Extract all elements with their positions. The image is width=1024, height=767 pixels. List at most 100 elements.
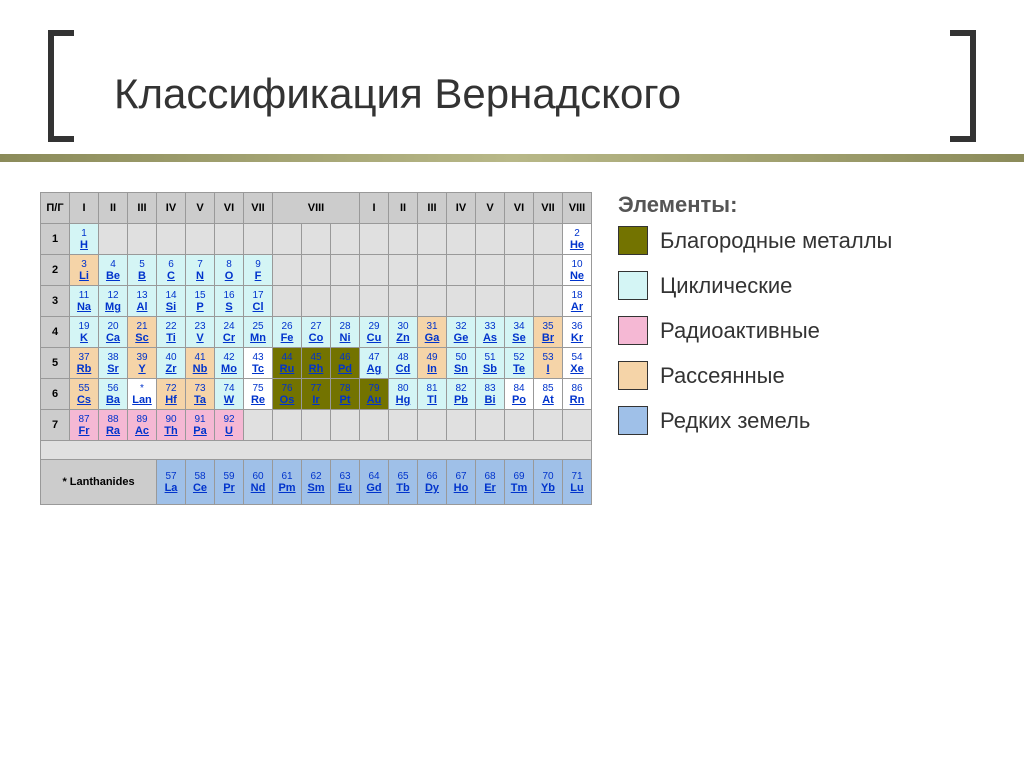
element-symbol[interactable]: Nd: [245, 482, 271, 494]
element-symbol[interactable]: La: [158, 482, 184, 494]
element-symbol[interactable]: Rb: [71, 363, 97, 375]
element-cell: 56Ba: [99, 379, 128, 410]
element-symbol[interactable]: Ra: [100, 425, 126, 437]
empty-cell: [331, 255, 360, 286]
element-symbol[interactable]: Ta: [187, 394, 213, 406]
element-symbol[interactable]: Mn: [245, 332, 271, 344]
element-symbol[interactable]: V: [187, 332, 213, 344]
element-symbol[interactable]: Po: [506, 394, 532, 406]
element-symbol[interactable]: Li: [71, 270, 97, 282]
element-symbol[interactable]: Lan: [129, 394, 155, 406]
element-symbol[interactable]: Tc: [245, 363, 271, 375]
element-symbol[interactable]: Si: [158, 301, 184, 313]
element-symbol[interactable]: Pa: [187, 425, 213, 437]
element-symbol[interactable]: Dy: [419, 482, 445, 494]
element-symbol[interactable]: Cd: [390, 363, 416, 375]
element-symbol[interactable]: B: [129, 270, 155, 282]
element-symbol[interactable]: Ho: [448, 482, 474, 494]
element-symbol[interactable]: I: [535, 363, 561, 375]
element-symbol[interactable]: Mo: [216, 363, 242, 375]
element-symbol[interactable]: U: [216, 425, 242, 437]
element-symbol[interactable]: Kr: [564, 332, 590, 344]
element-symbol[interactable]: Ce: [187, 482, 213, 494]
element-symbol[interactable]: Ga: [419, 332, 445, 344]
element-symbol[interactable]: H: [71, 239, 97, 251]
element-symbol[interactable]: Os: [274, 394, 300, 406]
element-symbol[interactable]: Eu: [332, 482, 358, 494]
element-symbol[interactable]: Ac: [129, 425, 155, 437]
element-symbol[interactable]: Pr: [216, 482, 242, 494]
element-symbol[interactable]: Ti: [158, 332, 184, 344]
element-symbol[interactable]: Rn: [564, 394, 590, 406]
element-symbol[interactable]: Y: [129, 363, 155, 375]
element-symbol[interactable]: Yb: [535, 482, 561, 494]
element-symbol[interactable]: Zn: [390, 332, 416, 344]
element-symbol[interactable]: Ir: [303, 394, 329, 406]
element-symbol[interactable]: Er: [477, 482, 503, 494]
element-symbol[interactable]: N: [187, 270, 213, 282]
element-symbol[interactable]: Na: [71, 301, 97, 313]
element-symbol[interactable]: Xe: [564, 363, 590, 375]
element-symbol[interactable]: K: [71, 332, 97, 344]
element-symbol[interactable]: Fr: [71, 425, 97, 437]
element-symbol[interactable]: O: [216, 270, 242, 282]
element-symbol[interactable]: Te: [506, 363, 532, 375]
element-symbol[interactable]: Ar: [564, 301, 590, 313]
element-symbol[interactable]: P: [187, 301, 213, 313]
element-symbol[interactable]: Ba: [100, 394, 126, 406]
element-symbol[interactable]: Br: [535, 332, 561, 344]
element-cell: 11Na: [70, 286, 99, 317]
element-symbol[interactable]: Ge: [448, 332, 474, 344]
element-cell: 15P: [186, 286, 215, 317]
element-number: 3: [81, 259, 87, 270]
element-symbol[interactable]: Rh: [303, 363, 329, 375]
element-symbol[interactable]: Be: [100, 270, 126, 282]
element-symbol[interactable]: Th: [158, 425, 184, 437]
element-symbol[interactable]: Tl: [419, 394, 445, 406]
element-symbol[interactable]: Nb: [187, 363, 213, 375]
element-symbol[interactable]: Ru: [274, 363, 300, 375]
element-symbol[interactable]: Au: [361, 394, 387, 406]
element-symbol[interactable]: Co: [303, 332, 329, 344]
element-symbol[interactable]: Fe: [274, 332, 300, 344]
element-symbol[interactable]: Tm: [506, 482, 532, 494]
element-symbol[interactable]: F: [245, 270, 271, 282]
element-symbol[interactable]: Tb: [390, 482, 416, 494]
element-symbol[interactable]: W: [216, 394, 242, 406]
element-symbol[interactable]: Zr: [158, 363, 184, 375]
element-symbol[interactable]: Ca: [100, 332, 126, 344]
element-symbol[interactable]: Al: [129, 301, 155, 313]
element-symbol[interactable]: As: [477, 332, 503, 344]
element-symbol[interactable]: Lu: [564, 482, 590, 494]
element-symbol[interactable]: Re: [245, 394, 271, 406]
element-symbol[interactable]: Ni: [332, 332, 358, 344]
element-symbol[interactable]: Ne: [564, 270, 590, 282]
element-symbol[interactable]: Sr: [100, 363, 126, 375]
element-symbol[interactable]: At: [535, 394, 561, 406]
element-symbol[interactable]: Se: [506, 332, 532, 344]
element-symbol[interactable]: Pd: [332, 363, 358, 375]
element-symbol[interactable]: Sn: [448, 363, 474, 375]
element-symbol[interactable]: C: [158, 270, 184, 282]
element-symbol[interactable]: Hf: [158, 394, 184, 406]
element-symbol[interactable]: Sc: [129, 332, 155, 344]
element-symbol[interactable]: S: [216, 301, 242, 313]
element-cell: 50Sn: [447, 348, 476, 379]
element-symbol[interactable]: Hg: [390, 394, 416, 406]
element-symbol[interactable]: Mg: [100, 301, 126, 313]
element-symbol[interactable]: Bi: [477, 394, 503, 406]
element-cell: 81Tl: [418, 379, 447, 410]
element-symbol[interactable]: Pt: [332, 394, 358, 406]
element-symbol[interactable]: Pm: [274, 482, 300, 494]
element-symbol[interactable]: Cu: [361, 332, 387, 344]
element-symbol[interactable]: Sm: [303, 482, 329, 494]
element-symbol[interactable]: Gd: [361, 482, 387, 494]
element-symbol[interactable]: Cr: [216, 332, 242, 344]
element-symbol[interactable]: Cl: [245, 301, 271, 313]
element-symbol[interactable]: In: [419, 363, 445, 375]
element-symbol[interactable]: Sb: [477, 363, 503, 375]
element-symbol[interactable]: Cs: [71, 394, 97, 406]
element-symbol[interactable]: He: [564, 239, 590, 251]
element-symbol[interactable]: Ag: [361, 363, 387, 375]
element-symbol[interactable]: Pb: [448, 394, 474, 406]
